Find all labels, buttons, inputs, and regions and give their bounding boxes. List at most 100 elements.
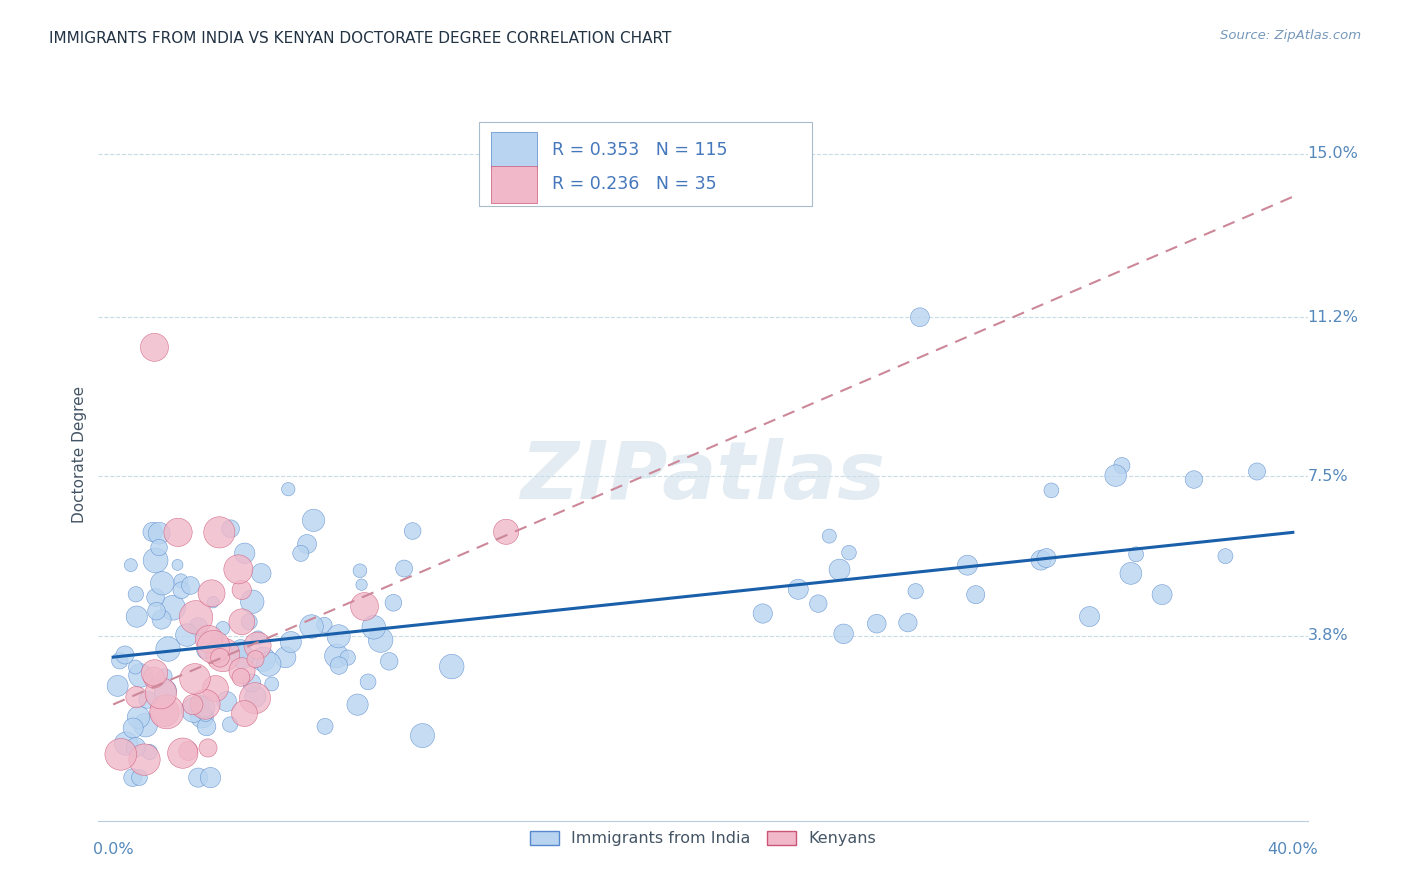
Point (228, 562, 250, 576)
Point (202, 595, 225, 609)
Point (184, 610, 207, 624)
Point (818, 529, 841, 543)
Point (295, 537, 318, 551)
Point (149, 686, 172, 700)
Point (1125, 547, 1147, 561)
Point (124, 660, 146, 674)
Point (302, 513, 325, 527)
Point (290, 546, 312, 560)
Point (325, 648, 347, 663)
Text: Source: ZipAtlas.com: Source: ZipAtlas.com (1220, 29, 1361, 42)
Point (314, 618, 336, 632)
FancyBboxPatch shape (479, 122, 811, 206)
Point (392, 561, 415, 575)
Point (240, 676, 263, 690)
Point (110, 747, 132, 762)
Legend: Immigrants from India, Kenyans: Immigrants from India, Kenyans (523, 824, 883, 853)
Point (787, 582, 810, 597)
Text: R = 0.236   N = 35: R = 0.236 N = 35 (551, 176, 717, 194)
Point (212, 648, 235, 662)
Point (215, 694, 238, 708)
Point (832, 627, 855, 641)
Point (280, 635, 302, 649)
Point (107, 679, 129, 693)
Point (166, 558, 188, 572)
Point (191, 709, 214, 723)
Point (252, 652, 274, 666)
Point (838, 546, 860, 560)
Point (349, 564, 371, 578)
Point (246, 639, 269, 653)
Point (148, 526, 170, 541)
Point (186, 703, 208, 717)
Text: 11.2%: 11.2% (1308, 310, 1358, 325)
Point (198, 632, 221, 647)
Point (1035, 551, 1057, 566)
Point (897, 615, 920, 630)
Point (205, 632, 228, 647)
Point (145, 553, 167, 567)
Point (231, 615, 253, 629)
Point (908, 310, 931, 325)
Point (231, 664, 253, 678)
Text: IMMIGRANTS FROM INDIA VS KENYAN DOCTORATE DEGREE CORRELATION CHART: IMMIGRANTS FROM INDIA VS KENYAN DOCTORAT… (49, 31, 672, 46)
Point (157, 642, 180, 657)
Point (145, 604, 167, 618)
Point (1152, 588, 1174, 602)
Point (148, 541, 170, 555)
Point (866, 616, 889, 631)
Point (195, 720, 218, 734)
Point (121, 771, 143, 785)
Point (194, 707, 217, 722)
Point (114, 648, 136, 662)
Point (138, 745, 160, 759)
Point (170, 574, 193, 588)
Point (219, 717, 242, 731)
Point (353, 599, 375, 614)
Point (440, 659, 463, 673)
Point (238, 615, 260, 629)
Point (204, 681, 226, 696)
Point (229, 641, 252, 656)
Point (277, 482, 299, 496)
Point (807, 597, 830, 611)
Point (136, 693, 159, 707)
Point (314, 719, 336, 733)
Point (150, 576, 173, 591)
Point (233, 546, 256, 560)
Point (135, 718, 157, 732)
Text: 15.0%: 15.0% (1308, 146, 1358, 161)
Point (1246, 465, 1268, 479)
Point (229, 670, 252, 684)
Point (122, 721, 145, 735)
Point (202, 640, 225, 654)
Point (956, 558, 979, 573)
Point (250, 566, 273, 581)
Point (245, 652, 267, 666)
Point (153, 669, 176, 683)
Point (301, 619, 323, 633)
Point (187, 771, 209, 785)
Point (197, 741, 219, 756)
Point (183, 703, 205, 717)
Point (240, 595, 263, 609)
Point (382, 596, 405, 610)
Text: 40.0%: 40.0% (1267, 842, 1319, 857)
Point (1111, 458, 1133, 473)
Point (346, 698, 368, 712)
Point (115, 737, 138, 751)
Point (904, 584, 927, 599)
Point (177, 744, 200, 758)
Point (120, 558, 142, 573)
Point (156, 705, 179, 719)
FancyBboxPatch shape (492, 132, 537, 169)
Point (181, 698, 204, 712)
Point (193, 699, 215, 714)
Point (208, 650, 231, 665)
Point (184, 672, 207, 686)
Point (246, 631, 269, 645)
Point (125, 587, 148, 601)
Point (363, 620, 385, 634)
Point (243, 691, 266, 706)
Point (125, 609, 148, 624)
